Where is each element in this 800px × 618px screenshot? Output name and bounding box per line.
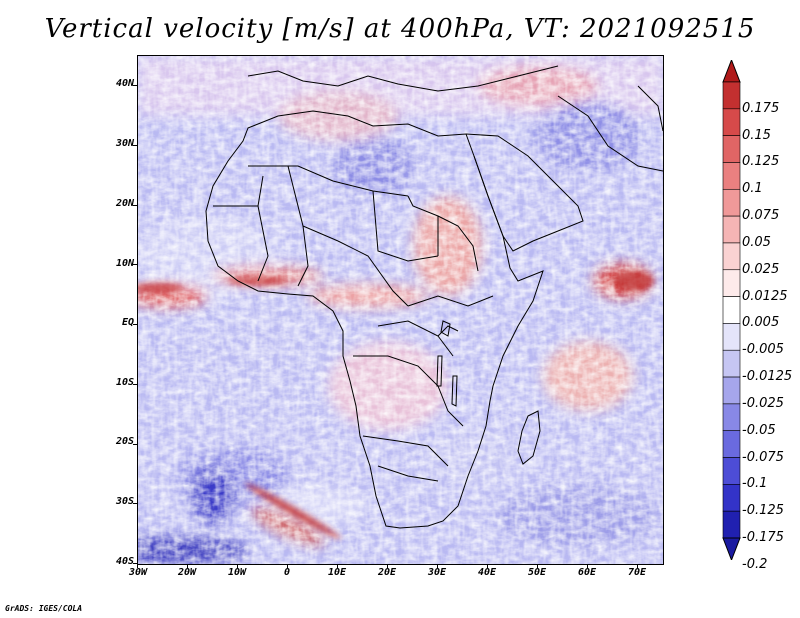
colorbar-segment <box>722 162 741 190</box>
map-frame <box>137 55 664 565</box>
x-axis-label: 10E <box>327 567 347 578</box>
x-axis-label: 30E <box>427 567 447 578</box>
colorbar-label: -0.1 <box>742 476 768 491</box>
y-axis-label: 40N <box>115 78 134 89</box>
x-axis-label: 60E <box>577 567 597 578</box>
x-axis-tick <box>187 564 188 568</box>
y-axis-label: 20N <box>115 198 134 209</box>
y-axis-tick <box>133 444 137 445</box>
colorbar-segment <box>722 349 741 378</box>
y-axis-label: 30N <box>115 138 134 149</box>
colorbar-label: -0.2 <box>742 557 768 572</box>
colorbar-top-arrow <box>722 60 741 83</box>
colorbar-segment <box>722 430 741 458</box>
colorbar-segment <box>722 81 741 110</box>
colorbar-label: -0.175 <box>742 530 784 545</box>
y-axis-tick <box>133 503 137 504</box>
colorbar <box>722 60 741 560</box>
y-axis-label: 10S <box>115 377 134 388</box>
y-axis-tick <box>133 384 137 385</box>
x-axis-label: 50E <box>527 567 547 578</box>
x-axis-label: 40E <box>477 567 497 578</box>
y-axis-label: 40S <box>115 556 134 567</box>
y-axis-tick <box>133 85 137 86</box>
colorbar-segment <box>722 135 741 163</box>
colorbar-segment <box>722 296 741 324</box>
y-axis-tick <box>133 563 137 564</box>
x-axis-tick <box>387 564 388 568</box>
x-axis-tick <box>237 564 238 568</box>
plot-title: Vertical velocity [m/s] at 400hPa, VT: 2… <box>44 14 756 44</box>
colorbar-label: 0.1 <box>742 181 763 196</box>
coastlines <box>205 65 663 529</box>
colorbar-label: 0.025 <box>742 262 780 277</box>
y-axis-label: 30S <box>115 496 134 507</box>
colorbar-segment <box>722 457 741 485</box>
x-axis-tick <box>487 564 488 568</box>
colorbar-segment <box>722 510 741 539</box>
colorbar-label: -0.05 <box>742 423 776 438</box>
y-axis-label: 20S <box>115 436 134 447</box>
y-axis-label: 10N <box>115 258 134 269</box>
colorbar-segment <box>722 242 741 271</box>
colorbar-label: -0.0125 <box>742 369 793 384</box>
map-plot <box>138 56 663 564</box>
x-axis-label: 20W <box>177 567 197 578</box>
x-axis-tick <box>437 564 438 568</box>
colorbar-segment <box>722 484 741 512</box>
y-axis-tick <box>133 324 137 325</box>
y-axis-tick <box>133 205 137 206</box>
colorbar-segment <box>722 269 741 297</box>
colorbar-label: 0.175 <box>742 101 780 116</box>
x-axis-label: 10W <box>227 567 247 578</box>
colorbar-label: -0.025 <box>742 396 784 411</box>
credit-text: GrADS: IGES/COLA <box>5 604 83 613</box>
x-axis-label: 20E <box>377 567 397 578</box>
colorbar-label: 0.05 <box>742 235 771 250</box>
field-texture-streaks <box>138 56 663 564</box>
colorbar-label: 0.005 <box>742 315 780 330</box>
colorbar-segment <box>722 323 741 351</box>
colorbar-segment <box>722 376 741 405</box>
colorbar-label: 0.075 <box>742 208 780 223</box>
y-axis-label: EQ <box>121 317 134 328</box>
colorbar-label: -0.005 <box>742 342 784 357</box>
colorbar-segment <box>722 108 741 136</box>
colorbar-label: -0.075 <box>742 450 784 465</box>
x-axis-tick <box>637 564 638 568</box>
x-axis-tick <box>537 564 538 568</box>
colorbar-label: 0.125 <box>742 154 780 169</box>
x-axis-label: 70E <box>627 567 647 578</box>
colorbar-bottom-arrow <box>722 537 741 560</box>
colorbar-segment <box>722 188 741 217</box>
colorbar-label: 0.15 <box>742 128 771 143</box>
y-axis-tick <box>133 264 137 265</box>
x-axis-tick <box>587 564 588 568</box>
x-axis-label: 0 <box>283 567 291 578</box>
x-axis-tick <box>137 564 138 568</box>
colorbar-segment <box>722 403 741 432</box>
y-axis-tick <box>133 145 137 146</box>
colorbar-segment <box>722 215 741 244</box>
x-axis-label: 30W <box>128 567 148 578</box>
x-axis-tick <box>287 564 288 568</box>
colorbar-label: -0.125 <box>742 503 784 518</box>
x-axis-tick <box>337 564 338 568</box>
colorbar-label: 0.0125 <box>742 289 788 304</box>
